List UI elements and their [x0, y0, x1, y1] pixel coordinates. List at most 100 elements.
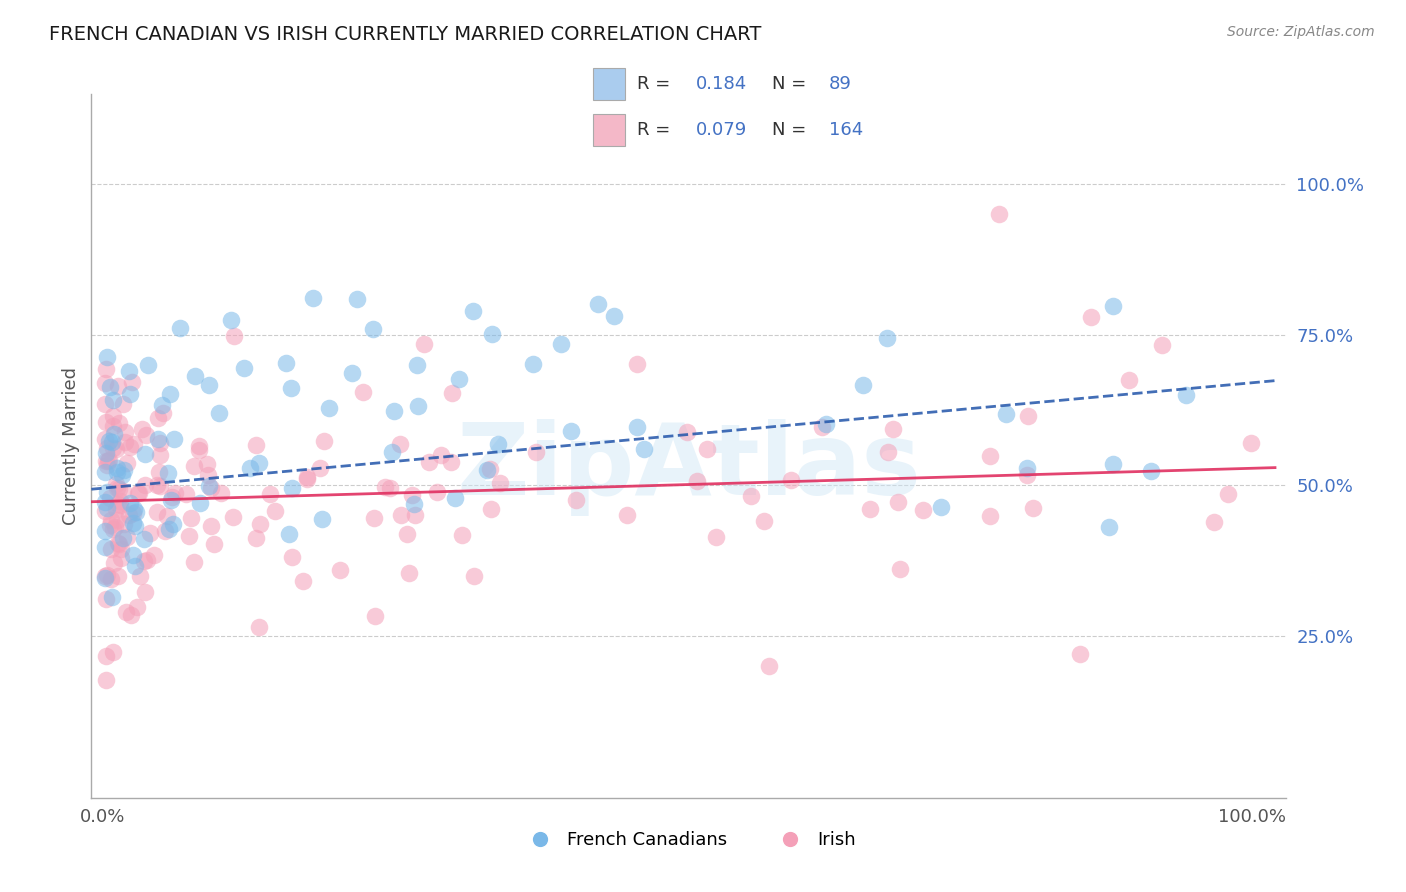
Point	[163, 432, 186, 446]
Point	[876, 331, 898, 345]
Point	[222, 510, 245, 524]
Point	[160, 493, 183, 508]
Point	[107, 569, 129, 583]
Point	[112, 516, 135, 531]
Point	[1150, 338, 1173, 352]
Point	[441, 385, 464, 400]
Text: 0.184: 0.184	[696, 75, 747, 93]
Point	[120, 387, 142, 401]
Point	[111, 396, 134, 410]
Point	[101, 434, 124, 449]
Point	[110, 541, 132, 556]
Point	[110, 551, 132, 566]
Point	[695, 442, 717, 456]
Point	[139, 526, 162, 541]
Point	[96, 500, 118, 515]
Point	[96, 673, 118, 687]
Point	[233, 361, 256, 376]
Point	[108, 499, 131, 513]
Point	[94, 376, 117, 391]
Point	[162, 517, 184, 532]
Point	[374, 480, 396, 494]
Point	[107, 416, 129, 430]
Point	[447, 372, 470, 386]
Point	[150, 399, 173, 413]
Point	[100, 518, 122, 533]
Point	[278, 527, 301, 541]
Point	[292, 574, 315, 588]
Point	[94, 445, 117, 459]
Point	[264, 503, 287, 517]
Point	[96, 568, 118, 582]
Point	[911, 503, 934, 517]
Point	[121, 506, 143, 520]
Point	[396, 527, 419, 541]
Point	[198, 378, 221, 392]
Point	[426, 485, 449, 500]
Point	[94, 524, 117, 538]
Point	[398, 566, 420, 580]
Point	[180, 511, 202, 525]
Point	[120, 440, 142, 454]
Point	[100, 514, 122, 528]
Point	[402, 497, 425, 511]
Point	[430, 449, 453, 463]
Point	[94, 540, 117, 554]
Point	[169, 320, 191, 334]
Point	[97, 454, 120, 468]
Point	[463, 569, 485, 583]
Point	[814, 417, 837, 432]
Point	[318, 401, 340, 415]
Point	[98, 434, 121, 449]
Point	[740, 489, 762, 503]
Point	[882, 423, 904, 437]
Point	[104, 502, 127, 516]
Point	[378, 481, 401, 495]
Point	[440, 455, 463, 469]
Point	[1017, 467, 1039, 482]
Point	[280, 381, 302, 395]
Point	[1118, 373, 1140, 387]
Point	[94, 495, 117, 509]
Point	[329, 563, 352, 577]
Point	[101, 441, 124, 455]
Point	[1240, 436, 1263, 450]
Point	[876, 445, 898, 459]
Point	[124, 502, 146, 516]
Point	[626, 357, 648, 371]
Point	[121, 516, 143, 530]
Point	[302, 292, 325, 306]
Point	[96, 361, 118, 376]
Point	[1017, 409, 1039, 424]
Point	[389, 508, 412, 522]
Point	[754, 514, 776, 528]
Point	[704, 530, 727, 544]
Point	[686, 474, 709, 488]
Point	[200, 519, 222, 533]
Text: N =: N =	[772, 75, 811, 93]
Point	[183, 555, 205, 569]
Point	[114, 605, 136, 619]
Point	[94, 649, 117, 664]
Point	[108, 537, 131, 551]
Y-axis label: Currently Married: Currently Married	[62, 367, 80, 525]
Point	[160, 490, 183, 504]
Point	[94, 465, 117, 479]
Point	[364, 609, 387, 624]
Point	[121, 375, 143, 389]
Point	[361, 322, 384, 336]
Point	[105, 513, 128, 527]
Point	[603, 309, 626, 323]
Point	[174, 487, 197, 501]
Point	[136, 358, 159, 372]
Point	[101, 419, 124, 434]
Point	[988, 207, 1011, 221]
Point	[931, 500, 953, 515]
Point	[136, 553, 159, 567]
Point	[146, 477, 169, 491]
Point	[1017, 461, 1039, 475]
Point	[222, 329, 245, 343]
Point	[132, 533, 155, 547]
Point	[101, 392, 124, 407]
Point	[120, 607, 142, 622]
